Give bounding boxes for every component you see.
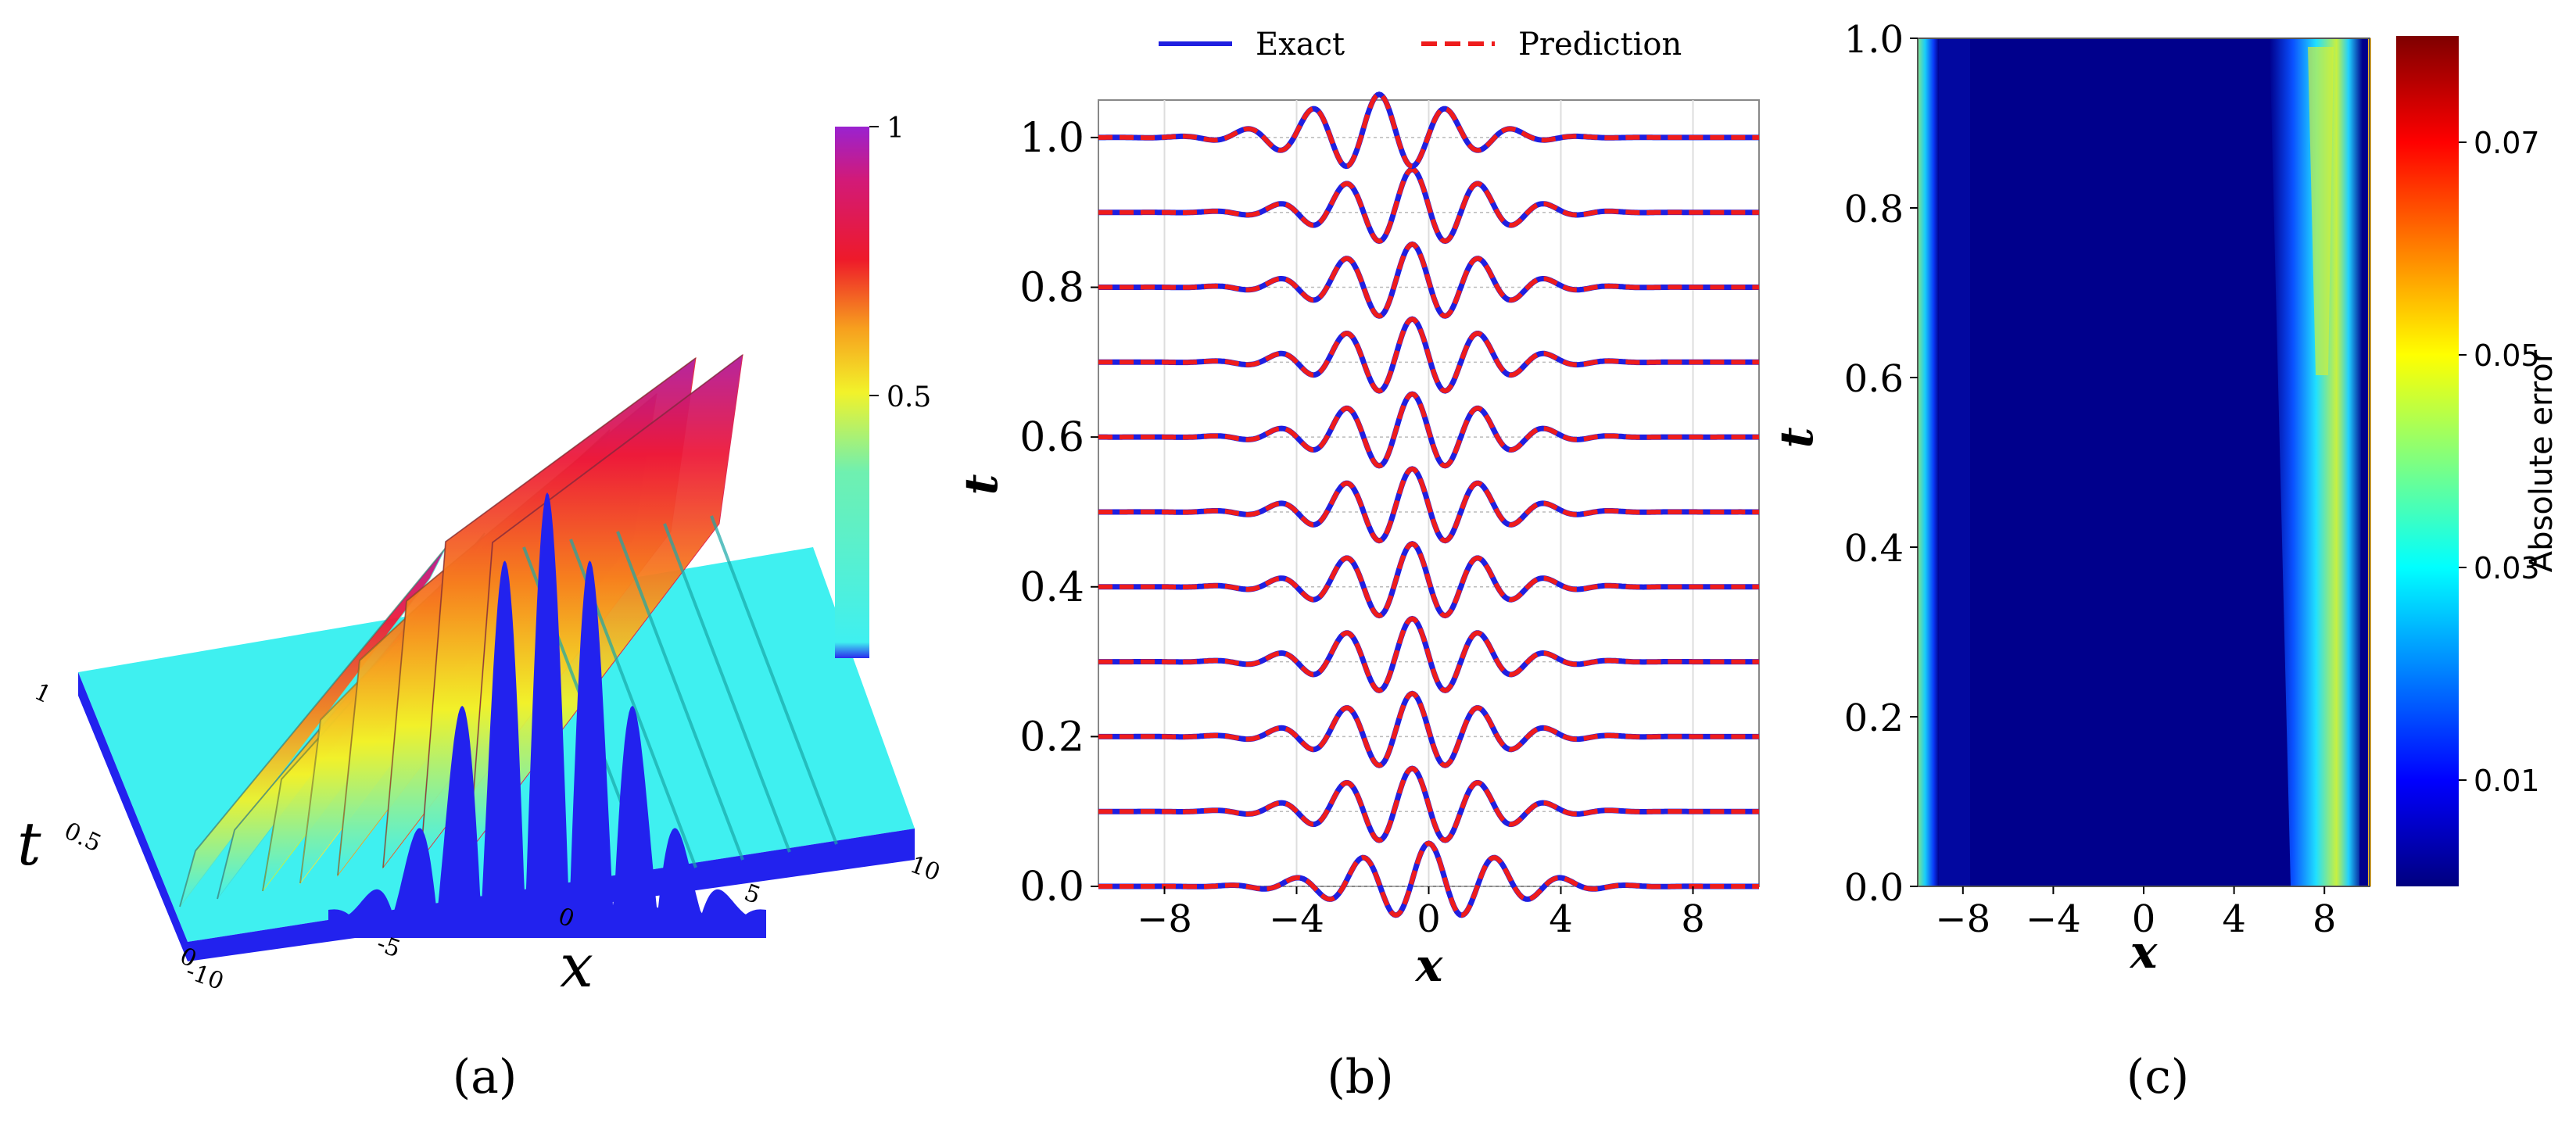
- surface-minor-ridge-4: [710, 515, 838, 845]
- prediction-curve-t1: [1098, 91, 1759, 169]
- prediction-curve-t0.6: [1098, 392, 1759, 468]
- panel-b-x-tick-3: 4: [1549, 897, 1573, 941]
- panel-c-colorbar-tick-0: 0.01: [2474, 764, 2540, 798]
- panel-a-caption: (a): [453, 1050, 518, 1104]
- panel-a-t-label: t: [17, 809, 41, 879]
- panel-c-x-tick-1: −4: [2026, 897, 2081, 941]
- prediction-curve-t0.9: [1098, 166, 1759, 244]
- panel-a-surface-plot: 1 0.5 1 0.5 0 -10 -5 0 5 10 t x (a): [17, 113, 944, 1104]
- panel-b-y-tick-2: 0.4: [1019, 564, 1084, 611]
- panel-c-x-tick-0: −8: [1935, 897, 1990, 941]
- panel-c-y-tick-4: 0.8: [1844, 188, 1904, 231]
- panel-c-y-tick-1: 0.2: [1844, 696, 1904, 740]
- surface-minor-ridge-2: [616, 531, 744, 861]
- panel-a-x-tick--10: -10: [182, 958, 227, 996]
- panel-b-caption: (b): [1327, 1050, 1393, 1104]
- panel-c-error-band-left: [1918, 38, 1939, 886]
- panel-b-y-tick-1: 0.2: [1019, 714, 1084, 761]
- panel-c-error-band-right: [2270, 38, 2363, 886]
- panel-c-x-tick-3: 4: [2222, 897, 2246, 941]
- panel-c-colorbar-tick-1: 0.03: [2474, 551, 2540, 585]
- panel-a-t-tick-1: 1: [30, 678, 56, 710]
- panel-c-colorbar-label: Absolute error: [2524, 349, 2560, 572]
- prediction-curve-t0.4: [1098, 541, 1759, 618]
- panel-b-line-plot: −8 −4 0 4 8 0.0 0.2 0.4 0.6 0.8 1.0 Exact Predicti…: [955, 27, 1760, 1104]
- prediction-curve-t0.1: [1098, 765, 1759, 843]
- panel-b-y-tick-4: 0.8: [1019, 265, 1084, 312]
- panel-a-t-tick-0.5: 0.5: [60, 818, 106, 858]
- panel-b-x-tick-4: 8: [1681, 897, 1705, 941]
- panel-c-y-tick-5: 1.0: [1844, 18, 1904, 62]
- prediction-curve-t0.3: [1098, 616, 1759, 693]
- panel-a-x-label: x: [560, 931, 593, 1001]
- panel-c-colorbar-tick-2: 0.05: [2474, 338, 2540, 373]
- surface-front-cross-section: [328, 492, 766, 938]
- panel-c-colorbar: [2396, 36, 2459, 886]
- panel-c-heatmap: −8 −4 0 4 8 0.0 0.2 0.4 0.6 0.8 1.0 0.01 0.03 0.05 0.…: [1770, 18, 2560, 1104]
- panel-c-x-tick-2: 0: [2132, 897, 2156, 941]
- panel-a-colorbar: [835, 127, 869, 658]
- panel-c-x-tick-4: 8: [2313, 897, 2337, 941]
- prediction-curve-t0.2: [1098, 691, 1759, 768]
- legend-prediction-label: Prediction: [1518, 27, 1682, 63]
- panel-c-y-tick-0: 0.0: [1844, 866, 1904, 910]
- prediction-curve-t0: [1098, 840, 1759, 918]
- panel-b-x-tick-1: −4: [1269, 897, 1324, 941]
- panel-b-x-tick-2: 0: [1417, 897, 1441, 941]
- panel-b-x-label: x: [1414, 939, 1444, 992]
- panel-c-y-label: t: [1770, 427, 1823, 448]
- panel-c-x-label: x: [2129, 925, 2159, 979]
- prediction-curve-t0.7: [1098, 317, 1759, 394]
- panel-b-y-tick-0: 0.0: [1019, 864, 1084, 911]
- panel-c-y-tick-3: 0.6: [1844, 357, 1904, 401]
- panel-a-x-tick-5: 5: [740, 879, 764, 910]
- panel-c-colorbar-tick-3: 0.07: [2474, 126, 2540, 160]
- panel-a-colorbar-tick-0.5: 0.5: [887, 381, 931, 413]
- panel-c-y-tick-2: 0.4: [1844, 527, 1904, 571]
- panel-c-caption: (c): [2126, 1050, 2189, 1104]
- prediction-curve-t0.5: [1098, 466, 1759, 543]
- panel-b-y-label: t: [955, 474, 1008, 495]
- panel-b-y-tick-3: 0.6: [1019, 414, 1084, 461]
- legend-exact-label: Exact: [1256, 27, 1345, 63]
- prediction-curve-t0.8: [1098, 242, 1759, 319]
- panel-b-y-tick-5: 1.0: [1019, 115, 1084, 162]
- panel-b-x-tick-0: −8: [1137, 897, 1192, 941]
- panel-c-error-band-right-inner: [2308, 47, 2334, 375]
- panel-a-colorbar-tick-1: 1: [887, 113, 905, 145]
- panel-c-error-band-left-soft: [1939, 38, 1970, 886]
- surface-minor-ridge-3: [663, 523, 791, 853]
